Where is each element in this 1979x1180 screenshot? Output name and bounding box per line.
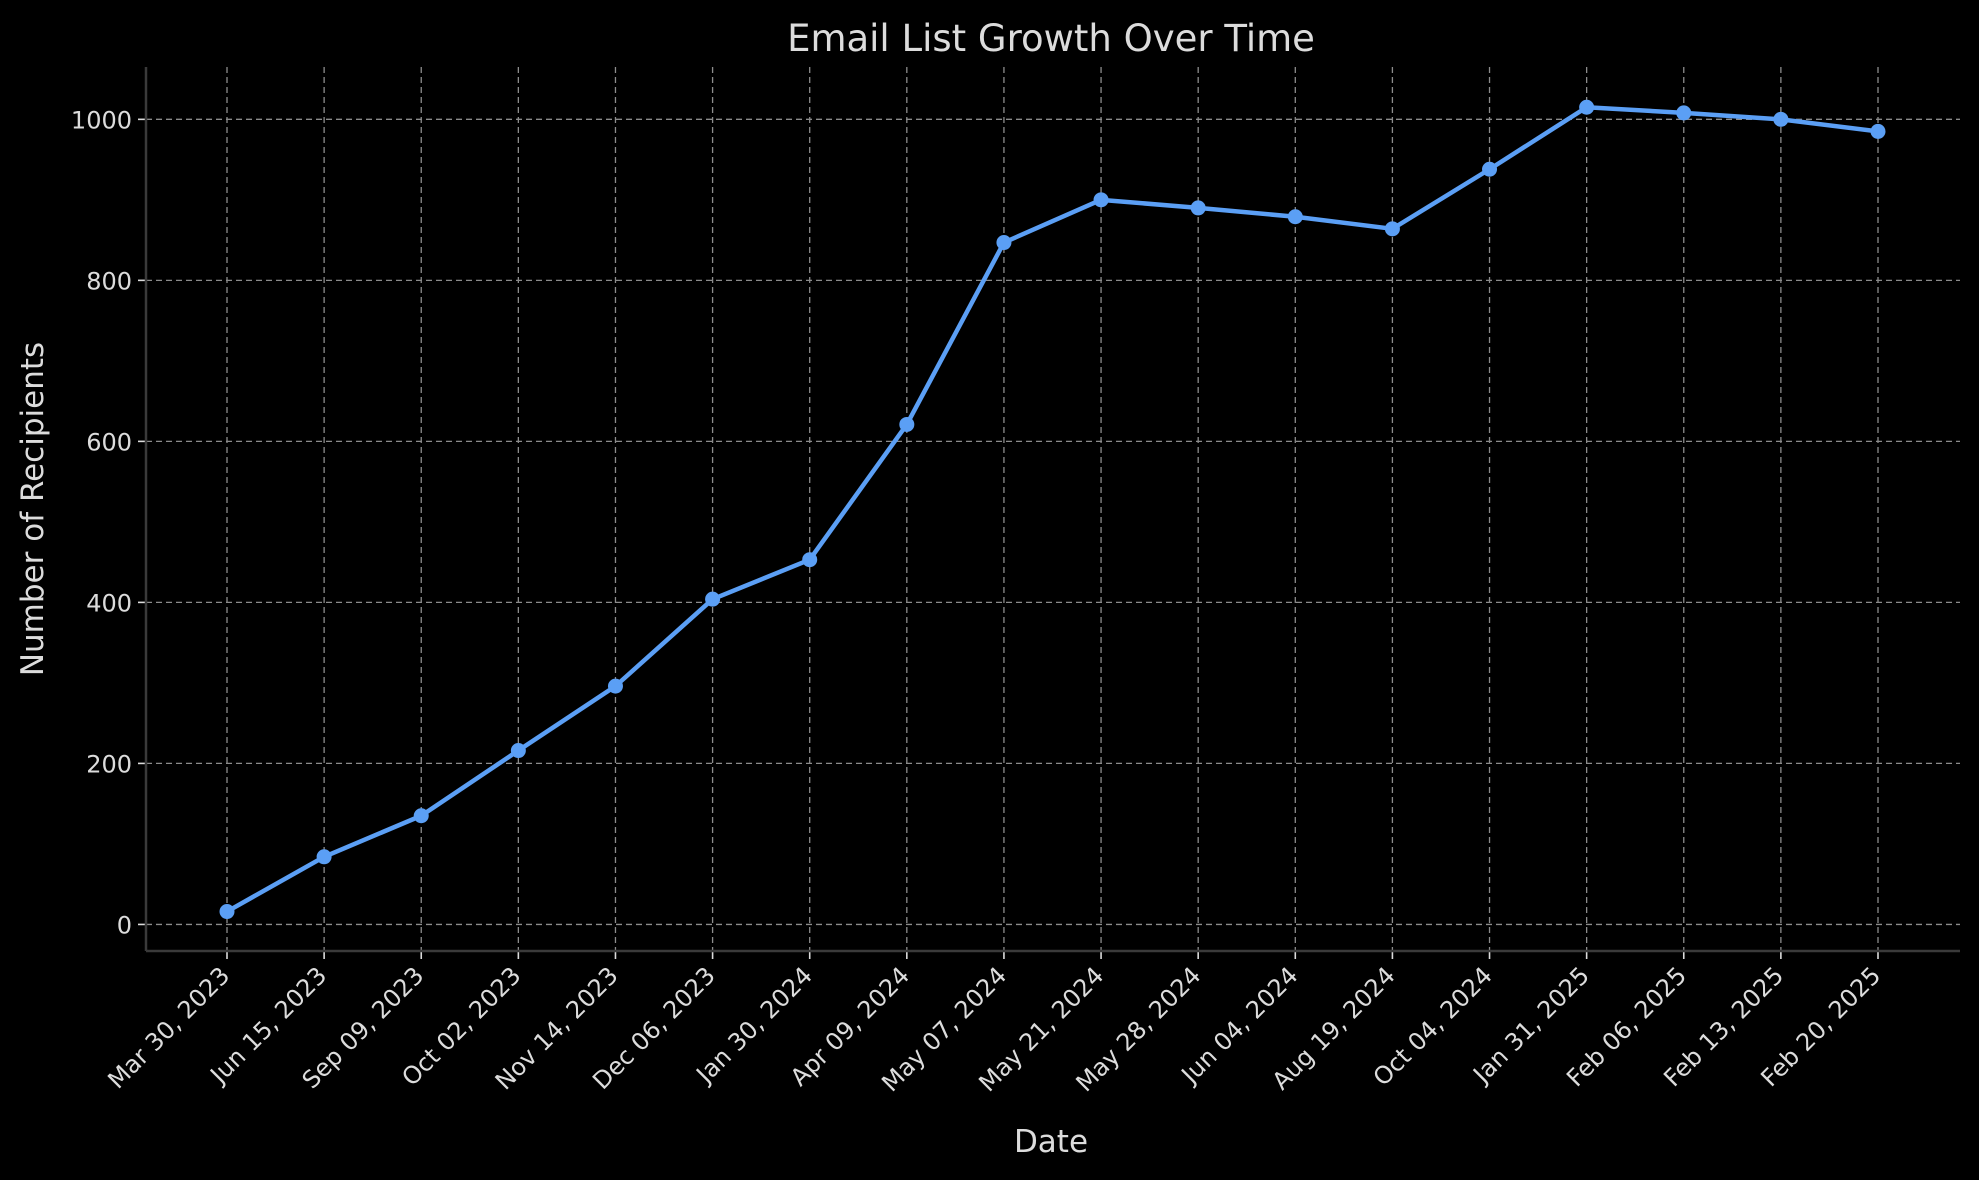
data-point xyxy=(1870,123,1886,139)
y-tick-label: 0 xyxy=(117,911,132,939)
data-point xyxy=(996,235,1012,251)
chart-title: Email List Growth Over Time xyxy=(787,17,1315,60)
y-tick-label: 600 xyxy=(86,428,132,456)
data-point xyxy=(1482,161,1498,177)
data-point xyxy=(510,743,526,759)
data-point xyxy=(607,678,623,694)
data-point xyxy=(1579,99,1595,115)
data-point xyxy=(1190,200,1206,216)
data-point xyxy=(1384,221,1400,237)
data-point xyxy=(219,904,235,920)
data-point xyxy=(1676,105,1692,121)
series-line xyxy=(224,105,1881,914)
y-tick-label: 200 xyxy=(86,750,132,778)
grid xyxy=(146,67,1960,951)
x-axis-label: Date xyxy=(1014,1124,1088,1160)
data-point xyxy=(705,591,721,607)
y-tick-label: 400 xyxy=(86,589,132,617)
y-tick-label: 1000 xyxy=(71,106,132,134)
data-point xyxy=(316,849,332,865)
data-point xyxy=(1287,209,1303,225)
data-point xyxy=(802,552,818,568)
data-point xyxy=(1773,111,1789,127)
y-tick-label: 800 xyxy=(86,267,132,295)
data-point xyxy=(413,808,429,824)
series xyxy=(219,99,1886,920)
y-axis-label: Number of Recipients xyxy=(15,342,51,676)
data-point xyxy=(899,416,915,432)
data-point xyxy=(1093,192,1109,208)
